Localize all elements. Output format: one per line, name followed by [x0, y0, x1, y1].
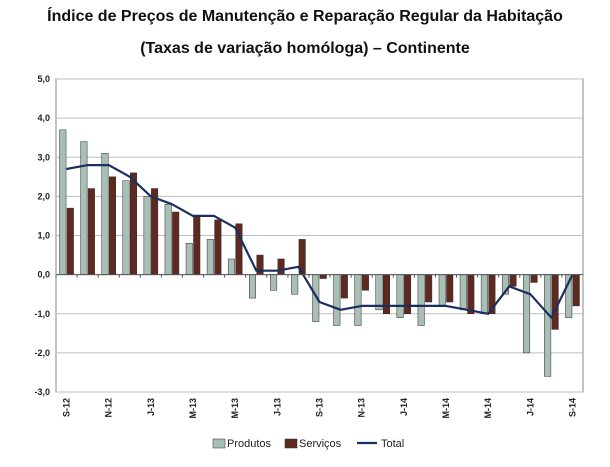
y-tick-label: 3,0	[37, 152, 50, 162]
y-tick-label: 0,0	[37, 270, 50, 280]
bar-servicos	[551, 274, 559, 330]
bar-produtos	[185, 243, 193, 275]
bar-produtos	[206, 239, 214, 275]
bar-produtos	[333, 274, 341, 326]
x-tick-label: N-12	[104, 398, 114, 418]
bar-servicos	[340, 274, 348, 299]
y-tick-label: 2,0	[37, 191, 50, 201]
bar-produtos	[375, 274, 383, 311]
legend-swatch	[212, 438, 226, 449]
bar-servicos	[277, 258, 285, 275]
bar-servicos	[467, 274, 475, 314]
bar-servicos	[404, 274, 412, 314]
bar-produtos	[122, 180, 130, 275]
bar-produtos	[354, 274, 362, 326]
x-tick-label: S-14	[567, 398, 577, 417]
bar-produtos	[101, 153, 109, 275]
bar-produtos	[270, 274, 278, 291]
bar-produtos	[164, 203, 172, 275]
x-tick-label: J-14	[399, 398, 409, 416]
x-tick-label: S-12	[62, 398, 72, 417]
x-tick-label: M-14	[441, 398, 451, 419]
bar-servicos	[66, 207, 74, 275]
legend-label: Serviços	[299, 438, 342, 450]
x-tick-label: J-13	[146, 398, 156, 416]
x-tick-label: J-14	[525, 398, 535, 416]
bar-servicos	[87, 188, 95, 275]
bar-produtos	[143, 196, 151, 275]
bar-servicos	[530, 274, 538, 283]
x-tick-label: M-13	[230, 398, 240, 419]
bar-produtos	[396, 274, 404, 318]
x-tick-label: N-13	[357, 398, 367, 418]
legend-label: Produtos	[227, 438, 272, 450]
y-tick-label: 4,0	[37, 113, 50, 123]
x-tick-label: M-14	[483, 398, 493, 419]
bar-servicos	[108, 176, 116, 275]
chart-title: Índice de Preços de Manutenção e Reparaç…	[47, 8, 563, 25]
y-tick-label: -1,0	[34, 309, 50, 319]
y-tick-label: -2,0	[34, 348, 50, 358]
y-tick-label: 5,0	[37, 74, 50, 84]
bar-servicos	[361, 274, 369, 291]
bar-servicos	[425, 274, 433, 303]
bar-produtos	[249, 274, 257, 299]
bar-produtos	[227, 258, 235, 275]
bar-servicos	[214, 219, 222, 275]
bar-produtos	[523, 274, 531, 354]
bar-produtos	[438, 274, 446, 307]
bar-produtos	[459, 274, 467, 311]
y-tick-label: -3,0	[34, 387, 50, 397]
bar-servicos	[151, 188, 159, 275]
bar-servicos	[172, 211, 180, 275]
chart-subtitle: (Taxas de variação homóloga) – Continent…	[140, 40, 470, 57]
bar-servicos	[130, 172, 138, 275]
bar-servicos	[193, 215, 201, 275]
y-tick-label: 1,0	[37, 231, 50, 241]
bar-servicos	[572, 274, 580, 307]
line-total	[66, 164, 574, 319]
bar-produtos	[291, 274, 299, 295]
bar-produtos	[544, 274, 552, 377]
bar-servicos	[446, 274, 454, 303]
bar-produtos	[59, 129, 67, 275]
legend-swatch	[284, 438, 298, 449]
bar-produtos	[417, 274, 425, 326]
x-tick-label: J-13	[272, 398, 282, 416]
bar-servicos	[382, 274, 390, 314]
bar-servicos	[319, 274, 327, 279]
bar-servicos	[509, 274, 517, 287]
legend-label: Total	[381, 438, 404, 450]
x-tick-label: M-13	[188, 398, 198, 419]
x-tick-label: S-13	[315, 398, 325, 417]
bar-produtos	[80, 141, 88, 275]
bar-produtos	[480, 274, 488, 314]
